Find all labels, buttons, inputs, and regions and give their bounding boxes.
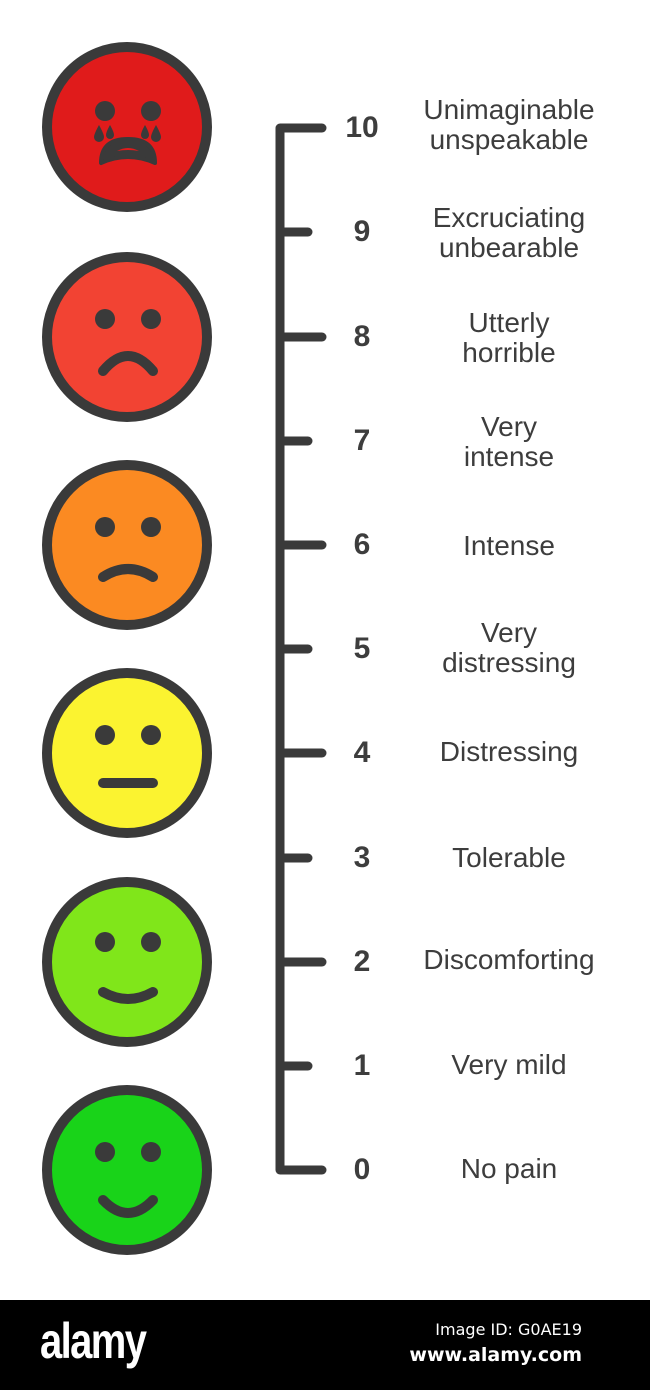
- scale-label-1: Very mild: [451, 1049, 567, 1080]
- brand-logo: alamy: [40, 1313, 147, 1369]
- scale-label-4: Distressing: [439, 736, 579, 767]
- scale-number-9: 9: [353, 215, 371, 248]
- scale-number-3: 3: [353, 841, 371, 874]
- scale-label-9: Excruciating unbearable: [432, 202, 586, 263]
- pain-scale-chart: 10 9 8 7 6 5 4 3 2 1 0 Unimaginable unsp…: [42, 42, 595, 1255]
- image-id: Image ID: G0AE19: [435, 1320, 582, 1339]
- watermark-footer: alamy Image ID: G0AE19 www.alamy.com: [0, 1300, 650, 1390]
- scale-label-10: Unimaginable unspeakable: [423, 94, 595, 155]
- site-url: www.alamy.com: [409, 1344, 582, 1366]
- scale-number-5: 5: [353, 632, 371, 665]
- scale-label-3: Tolerable: [452, 842, 566, 873]
- scale-label-5: Very distressing: [442, 617, 576, 678]
- scale-number-8: 8: [353, 320, 371, 353]
- scale-number-2: 2: [353, 945, 371, 978]
- scale-number-6: 6: [353, 528, 371, 561]
- sad-face-icon: [42, 252, 212, 422]
- scale-number-4: 4: [353, 736, 371, 769]
- scale-number-0: 0: [353, 1153, 371, 1186]
- scale-label-8: Utterly horrible: [462, 307, 556, 368]
- scale-label-0: No pain: [460, 1153, 558, 1184]
- scale-label-6: Intense: [463, 530, 555, 561]
- frowning-face-icon: [42, 460, 212, 630]
- pain-scale-axis: [275, 123, 327, 1175]
- crying-face-icon: [42, 42, 212, 212]
- scale-number-1: 1: [353, 1049, 371, 1082]
- neutral-face-icon: [42, 668, 212, 838]
- scale-number-10: 10: [345, 111, 379, 144]
- scale-number-7: 7: [353, 424, 371, 457]
- smiling-face-icon: [42, 1085, 212, 1255]
- scale-label-7: Very intense: [463, 411, 555, 472]
- scale-label-2: Discomforting: [423, 944, 595, 975]
- slight-smile-face-icon: [42, 877, 212, 1047]
